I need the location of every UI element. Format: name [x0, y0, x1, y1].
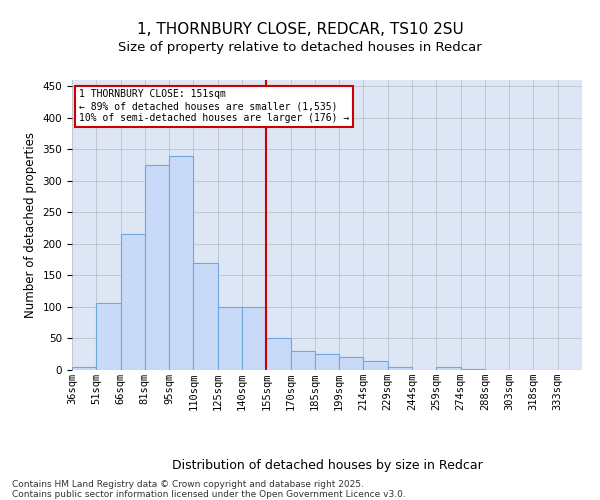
Bar: [96, 303, 121, 370]
Text: 1, THORNBURY CLOSE, REDCAR, TS10 2SU: 1, THORNBURY CLOSE, REDCAR, TS10 2SU: [137, 22, 463, 38]
Bar: [193, 263, 218, 370]
Bar: [290, 351, 315, 370]
Text: 1 THORNBURY CLOSE: 151sqm
← 89% of detached houses are smaller (1,535)
10% of se: 1 THORNBURY CLOSE: 151sqm ← 89% of detac…: [79, 90, 350, 122]
Bar: [242, 307, 266, 370]
Bar: [364, 360, 388, 370]
Bar: [169, 156, 193, 370]
Bar: [218, 307, 242, 370]
Bar: [339, 358, 364, 370]
Bar: [145, 165, 169, 370]
Bar: [388, 367, 412, 370]
Bar: [266, 338, 290, 370]
Bar: [121, 234, 145, 370]
Bar: [72, 367, 96, 370]
Bar: [436, 367, 461, 370]
Bar: [315, 354, 339, 370]
Text: Size of property relative to detached houses in Redcar: Size of property relative to detached ho…: [118, 41, 482, 54]
Y-axis label: Number of detached properties: Number of detached properties: [24, 132, 37, 318]
Text: Distribution of detached houses by size in Redcar: Distribution of detached houses by size …: [172, 460, 482, 472]
Text: Contains HM Land Registry data © Crown copyright and database right 2025.
Contai: Contains HM Land Registry data © Crown c…: [12, 480, 406, 499]
